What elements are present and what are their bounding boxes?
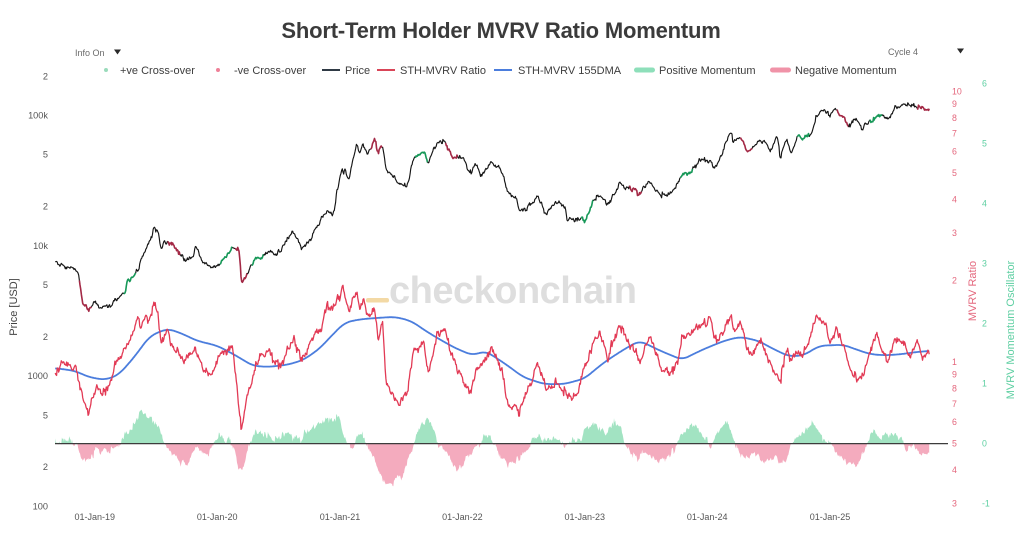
svg-text:2: 2 (43, 462, 48, 472)
svg-text:Positive Momentum: Positive Momentum (659, 65, 756, 77)
svg-text:4: 4 (982, 199, 987, 209)
svg-text:6: 6 (952, 147, 957, 157)
svg-text:+ve Cross-over: +ve Cross-over (120, 65, 195, 77)
svg-text:2: 2 (43, 332, 48, 342)
svg-text:1: 1 (952, 357, 957, 367)
svg-text:4: 4 (952, 194, 957, 204)
svg-text:1: 1 (982, 379, 987, 389)
svg-text:2: 2 (982, 319, 987, 329)
svg-text:-ve Cross-over: -ve Cross-over (234, 65, 306, 77)
svg-text:Cycle 4: Cycle 4 (888, 47, 918, 57)
svg-text:5: 5 (982, 139, 987, 149)
svg-text:Negative Momentum: Negative Momentum (795, 65, 897, 77)
svg-text:STH-MVRV 155DMA: STH-MVRV 155DMA (518, 65, 622, 77)
svg-text:checkonchain: checkonchain (389, 270, 636, 312)
svg-text:01-Jan-23: 01-Jan-23 (565, 512, 606, 522)
svg-text:100: 100 (33, 501, 48, 511)
svg-text:9: 9 (952, 370, 957, 380)
svg-text:4: 4 (952, 465, 957, 475)
svg-text:100k: 100k (28, 111, 48, 121)
svg-text:9: 9 (952, 99, 957, 109)
svg-text:0: 0 (982, 439, 987, 449)
svg-text:8: 8 (952, 113, 957, 123)
svg-text:Price [USD]: Price [USD] (8, 278, 20, 335)
svg-text:7: 7 (952, 129, 957, 139)
svg-text:STH-MVRV Ratio: STH-MVRV Ratio (400, 65, 486, 77)
svg-text:01-Jan-25: 01-Jan-25 (810, 512, 851, 522)
svg-text:10k: 10k (33, 241, 48, 251)
svg-text:3: 3 (982, 259, 987, 269)
svg-text:5: 5 (952, 168, 957, 178)
svg-text:01-Jan-24: 01-Jan-24 (687, 512, 728, 522)
svg-text:2: 2 (43, 202, 48, 212)
svg-text:8: 8 (952, 383, 957, 393)
svg-text:10: 10 (952, 87, 962, 97)
svg-text:6: 6 (982, 79, 987, 89)
svg-text:01-Jan-19: 01-Jan-19 (75, 512, 116, 522)
svg-text:MVRV Ratio: MVRV Ratio (967, 261, 979, 321)
svg-text:Info On: Info On (75, 48, 105, 58)
svg-text:7: 7 (952, 399, 957, 409)
svg-text:2: 2 (43, 71, 48, 81)
svg-text:Short-Term Holder MVRV Ratio M: Short-Term Holder MVRV Ratio Momentum (281, 18, 720, 43)
svg-text:MVRV Momentum Oscillator: MVRV Momentum Oscillator (1005, 260, 1017, 399)
svg-text:6: 6 (952, 417, 957, 427)
svg-text:3: 3 (952, 499, 957, 509)
svg-text:5: 5 (43, 410, 48, 420)
svg-text:Price: Price (345, 65, 370, 77)
svg-text:01-Jan-22: 01-Jan-22 (442, 512, 483, 522)
svg-text:01-Jan-20: 01-Jan-20 (197, 512, 238, 522)
svg-text:5: 5 (43, 280, 48, 290)
svg-text:-1: -1 (982, 499, 990, 509)
svg-text:2: 2 (952, 276, 957, 286)
svg-text:1000: 1000 (28, 371, 48, 381)
svg-text:5: 5 (43, 150, 48, 160)
svg-text:01-Jan-21: 01-Jan-21 (320, 512, 361, 522)
svg-text:5: 5 (952, 439, 957, 449)
svg-text:3: 3 (952, 228, 957, 238)
